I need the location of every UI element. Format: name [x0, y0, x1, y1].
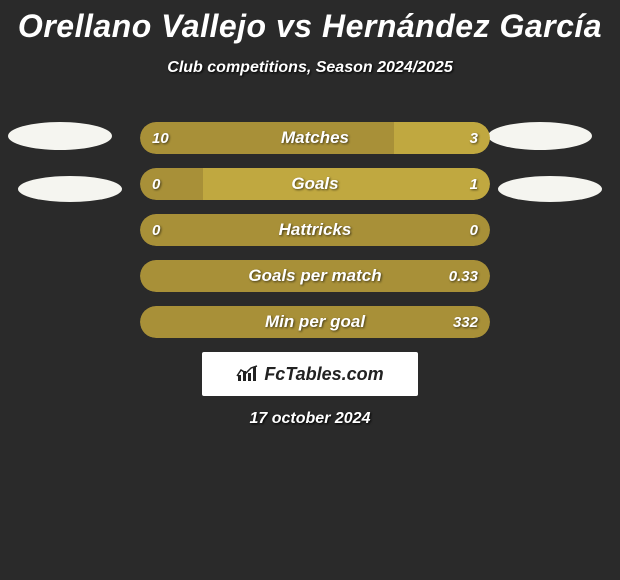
comparison-bars: Matches103Goals01Hattricks00Goals per ma… [140, 122, 490, 352]
player1-avatar-2 [18, 176, 122, 202]
bar-label: Min per goal [140, 306, 490, 338]
bar-label: Goals per match [140, 260, 490, 292]
brand-logo[interactable]: FcTables.com [202, 352, 418, 396]
bar-value-player1: 0 [152, 214, 160, 246]
player2-avatar-2 [498, 176, 602, 202]
bar-row: Hattricks0 0 [140, 214, 490, 246]
bar-row: Goals per match0.33 [140, 260, 490, 292]
bar-label: Matches [140, 122, 490, 154]
bar-value-player1: 0 [152, 168, 160, 200]
subtitle: Club competitions, Season 2024/2025 [0, 59, 620, 77]
bar-value-player2: 0 [470, 214, 478, 246]
player2-avatar-1 [488, 122, 592, 150]
bar-value-player2: 0.33 [449, 260, 478, 292]
player1-avatar-1 [8, 122, 112, 150]
bar-label: Hattricks [140, 214, 490, 246]
brand-text: FcTables.com [264, 364, 383, 385]
bar-value-player2: 1 [470, 168, 478, 200]
page-title: Orellano Vallejo vs Hernández García [0, 0, 620, 45]
bar-row: Goals0 1 [140, 168, 490, 200]
snapshot-date: 17 october 2024 [0, 410, 620, 428]
bar-label: Goals [140, 168, 490, 200]
bar-row: Matches10 3 [140, 122, 490, 154]
bar-value-player2: 332 [453, 306, 478, 338]
comparison-widget: Orellano Vallejo vs Hernández García Clu… [0, 0, 620, 580]
bar-row: Min per goal332 [140, 306, 490, 338]
bar-value-player2: 3 [470, 122, 478, 154]
bar-value-player1: 10 [152, 122, 169, 154]
chart-icon [236, 365, 258, 383]
